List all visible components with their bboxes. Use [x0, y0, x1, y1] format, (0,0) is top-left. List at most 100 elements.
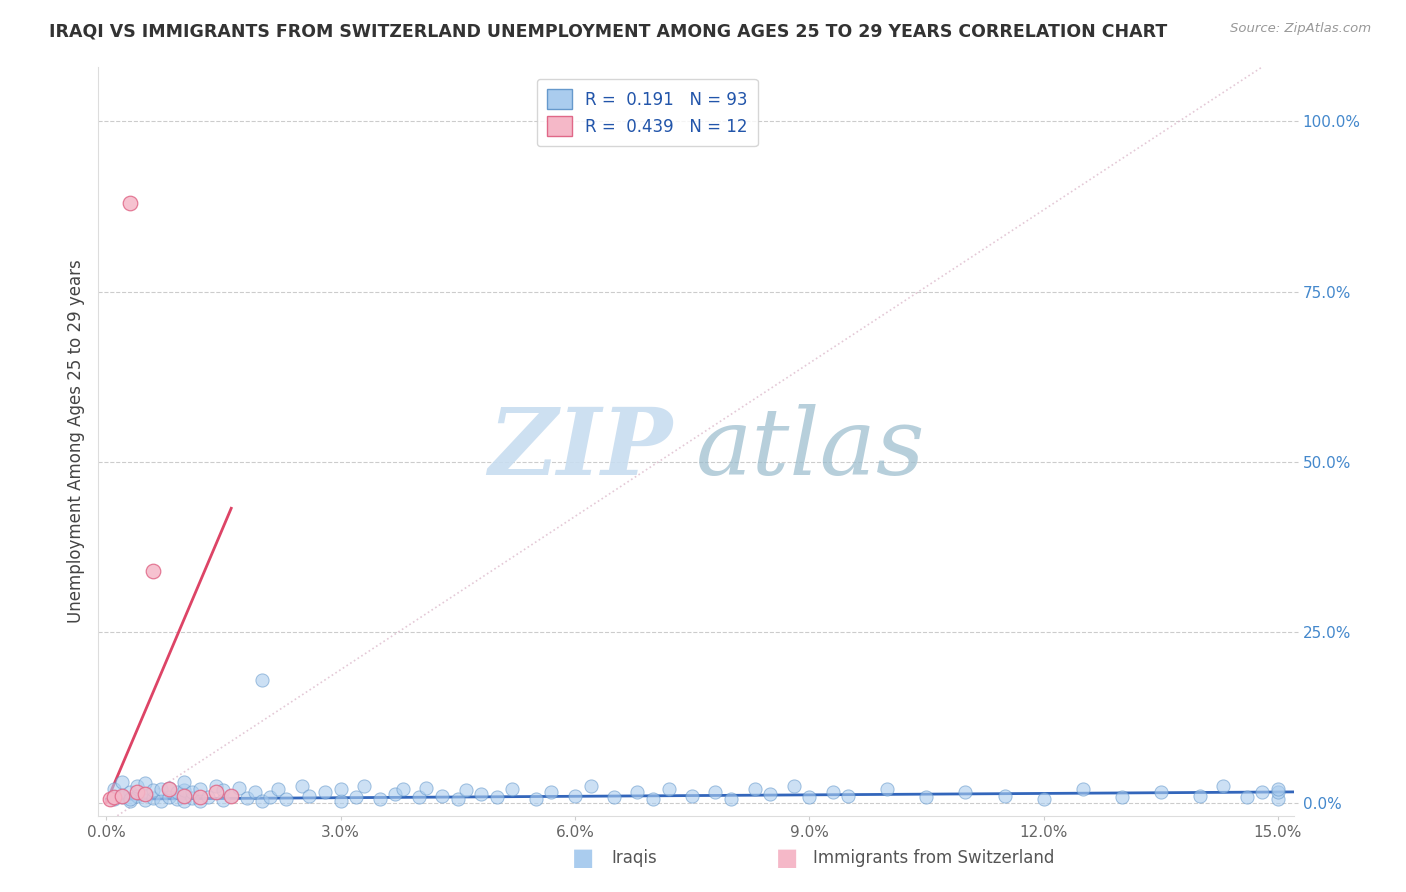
- Point: [111, 789, 134, 803]
- Point: [149, 781, 172, 796]
- Point: [236, 791, 259, 805]
- Point: [454, 783, 477, 797]
- Point: [876, 781, 898, 796]
- Point: [329, 793, 352, 807]
- Point: [157, 790, 180, 805]
- Point: [118, 785, 141, 799]
- Point: [821, 785, 844, 799]
- Text: ■: ■: [776, 847, 799, 870]
- Point: [166, 785, 188, 799]
- Point: [384, 788, 406, 802]
- Point: [103, 790, 125, 805]
- Point: [344, 790, 367, 805]
- Point: [626, 785, 648, 799]
- Point: [524, 792, 547, 806]
- Point: [408, 790, 430, 805]
- Text: atlas: atlas: [696, 404, 925, 494]
- Point: [173, 775, 195, 789]
- Point: [298, 789, 321, 803]
- Point: [142, 783, 165, 797]
- Point: [955, 785, 977, 799]
- Point: [142, 564, 165, 578]
- Point: [157, 781, 180, 796]
- Point: [1032, 792, 1054, 806]
- Point: [1212, 779, 1234, 793]
- Point: [485, 790, 508, 805]
- Point: [181, 785, 204, 799]
- Point: [134, 788, 156, 802]
- Point: [447, 792, 470, 806]
- Point: [368, 792, 391, 806]
- Point: [127, 789, 149, 803]
- Text: Source: ZipAtlas.com: Source: ZipAtlas.com: [1230, 22, 1371, 36]
- Point: [759, 788, 782, 802]
- Point: [134, 776, 156, 790]
- Point: [188, 793, 211, 807]
- Point: [704, 785, 727, 799]
- Point: [579, 779, 602, 793]
- Point: [118, 792, 141, 806]
- Point: [252, 673, 274, 687]
- Point: [149, 793, 172, 807]
- Point: [1111, 790, 1133, 805]
- Text: ZIP: ZIP: [488, 404, 672, 494]
- Point: [204, 779, 226, 793]
- Legend: R =  0.191   N = 93, R =  0.439   N = 12: R = 0.191 N = 93, R = 0.439 N = 12: [537, 79, 758, 146]
- Point: [98, 792, 121, 806]
- Point: [501, 781, 523, 796]
- Point: [540, 785, 562, 799]
- Point: [837, 789, 859, 803]
- Point: [142, 791, 165, 805]
- Point: [1071, 781, 1094, 796]
- Point: [274, 792, 297, 806]
- Point: [111, 775, 134, 789]
- Point: [252, 793, 274, 807]
- Point: [243, 785, 266, 799]
- Point: [259, 790, 281, 805]
- Point: [197, 790, 219, 805]
- Point: [641, 792, 664, 806]
- Point: [134, 793, 156, 807]
- Point: [658, 781, 681, 796]
- Point: [118, 793, 141, 807]
- Point: [1267, 785, 1289, 799]
- Point: [415, 780, 437, 795]
- Text: Iraqis: Iraqis: [612, 849, 658, 867]
- Point: [392, 781, 415, 796]
- Point: [430, 789, 453, 803]
- Point: [1251, 785, 1274, 799]
- Point: [103, 790, 125, 805]
- Point: [127, 779, 149, 793]
- Point: [290, 779, 312, 793]
- Point: [219, 789, 242, 803]
- Point: [314, 785, 336, 799]
- Point: [1236, 790, 1258, 805]
- Point: [212, 793, 235, 807]
- Point: [603, 790, 626, 805]
- Point: [212, 783, 235, 797]
- Point: [204, 785, 226, 799]
- Point: [470, 788, 492, 802]
- Point: [181, 791, 204, 805]
- Point: [1150, 785, 1173, 799]
- Point: [564, 789, 586, 803]
- Point: [993, 789, 1015, 803]
- Point: [173, 789, 195, 803]
- Point: [267, 781, 290, 796]
- Point: [127, 785, 149, 799]
- Point: [915, 790, 938, 805]
- Point: [173, 794, 195, 808]
- Point: [681, 789, 703, 803]
- Point: [782, 779, 804, 793]
- Text: IRAQI VS IMMIGRANTS FROM SWITZERLAND UNEMPLOYMENT AMONG AGES 25 TO 29 YEARS CORR: IRAQI VS IMMIGRANTS FROM SWITZERLAND UNE…: [49, 22, 1167, 40]
- Point: [173, 783, 195, 797]
- Point: [157, 780, 180, 795]
- Point: [118, 196, 141, 211]
- Point: [1188, 789, 1211, 803]
- Point: [173, 789, 195, 803]
- Y-axis label: Unemployment Among Ages 25 to 29 years: Unemployment Among Ages 25 to 29 years: [66, 260, 84, 624]
- Point: [329, 781, 352, 796]
- Point: [103, 792, 125, 806]
- Point: [166, 792, 188, 806]
- Point: [1267, 792, 1289, 806]
